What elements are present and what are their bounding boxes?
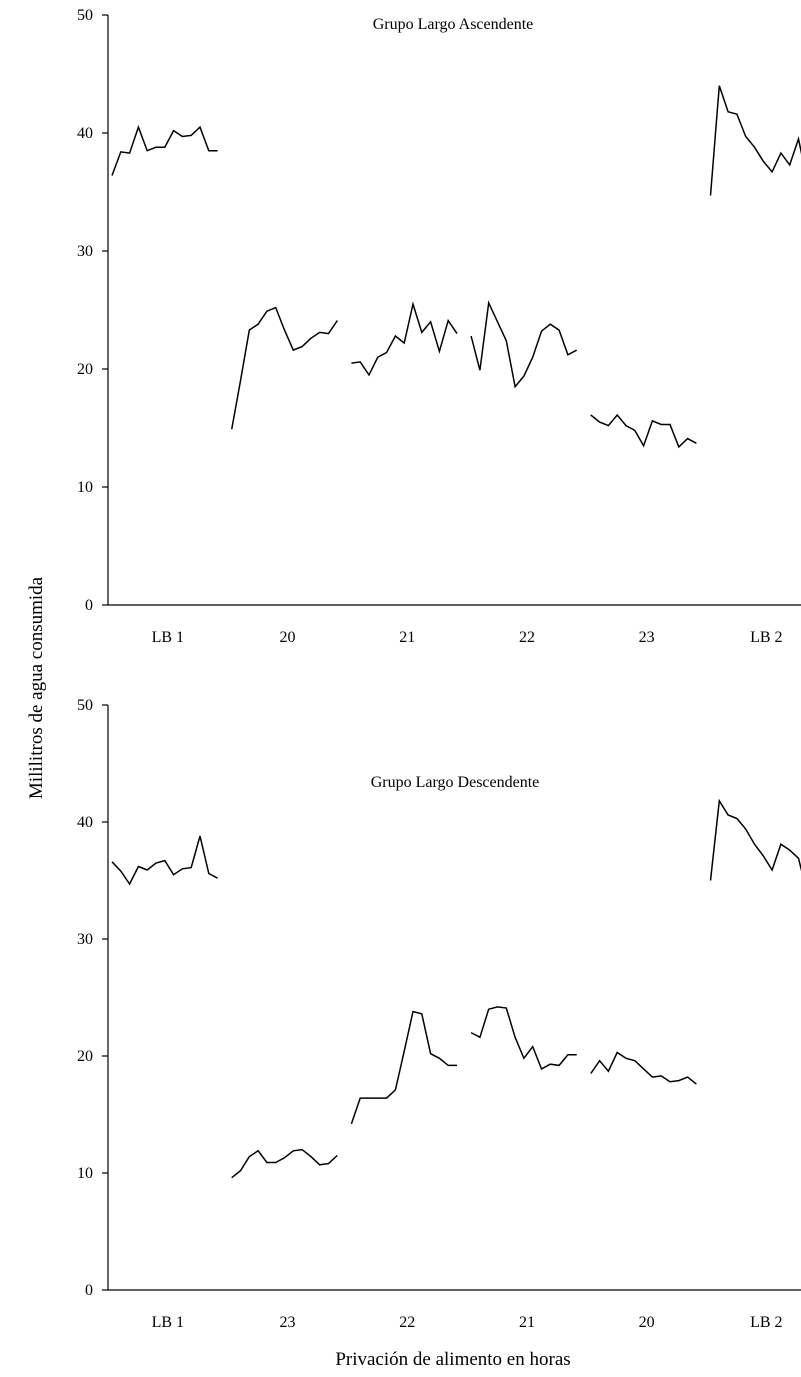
x-tick-label: 20 — [639, 1314, 655, 1331]
y-tick-label: 50 — [77, 7, 93, 24]
x-tick-label: 20 — [280, 629, 296, 646]
chart-panel-2: Grupo Largo Descendente 0 10 20 30 40 50 LB 1 23… — [77, 697, 801, 1331]
x-tick-label: 22 — [399, 1314, 415, 1331]
x-tick-label: 23 — [639, 629, 655, 646]
y-axis-title: Mililitros de agua consumida — [26, 576, 47, 799]
series-line-1 — [111, 124, 218, 176]
y-tick-label: 40 — [77, 125, 93, 142]
y-tick-label: 30 — [77, 931, 93, 948]
series-line-2 — [231, 1148, 338, 1179]
x-tick-label: 21 — [519, 1314, 535, 1331]
y-tick-label: 10 — [77, 479, 93, 496]
chart-panel-1: Grupo Largo Ascendente 0 10 20 30 40 50 LB 1 20 2… — [77, 7, 801, 646]
series-line-2 — [230, 306, 338, 430]
x-tick-label: 22 — [519, 629, 535, 646]
series-line-3 — [351, 301, 458, 377]
y-tick-label: 0 — [85, 1282, 93, 1299]
x-tick-label: 23 — [280, 1314, 296, 1331]
x-tick-label: 21 — [399, 629, 415, 646]
y-tick-label: 20 — [77, 1048, 93, 1065]
series-line-5 — [590, 413, 697, 449]
y-tick-label: 20 — [77, 361, 93, 378]
x-tick-label: LB 2 — [750, 1314, 782, 1331]
y-tick-label: 40 — [77, 814, 93, 831]
x-tick-label: LB 1 — [152, 629, 184, 646]
series-line-4 — [470, 300, 578, 389]
x-tick-label: LB 1 — [152, 1314, 184, 1331]
series-line-6 — [709, 85, 801, 196]
chart-title: Grupo Largo Descendente — [371, 774, 540, 791]
series-line-3 — [350, 1010, 457, 1125]
chart-title: Grupo Largo Ascendente — [373, 16, 534, 33]
y-tick-label: 30 — [77, 243, 93, 260]
series-line-5 — [590, 1051, 697, 1085]
y-tick-label: 10 — [77, 1165, 93, 1182]
y-tick-label: 0 — [85, 597, 93, 614]
x-tick-label: LB 2 — [750, 629, 782, 646]
series-line-6 — [709, 798, 801, 881]
y-tick-label: 50 — [77, 697, 93, 714]
series-line-4 — [470, 1006, 577, 1070]
x-axis-title: Privación de alimento en horas — [335, 1349, 570, 1370]
series-line-1 — [111, 835, 218, 886]
